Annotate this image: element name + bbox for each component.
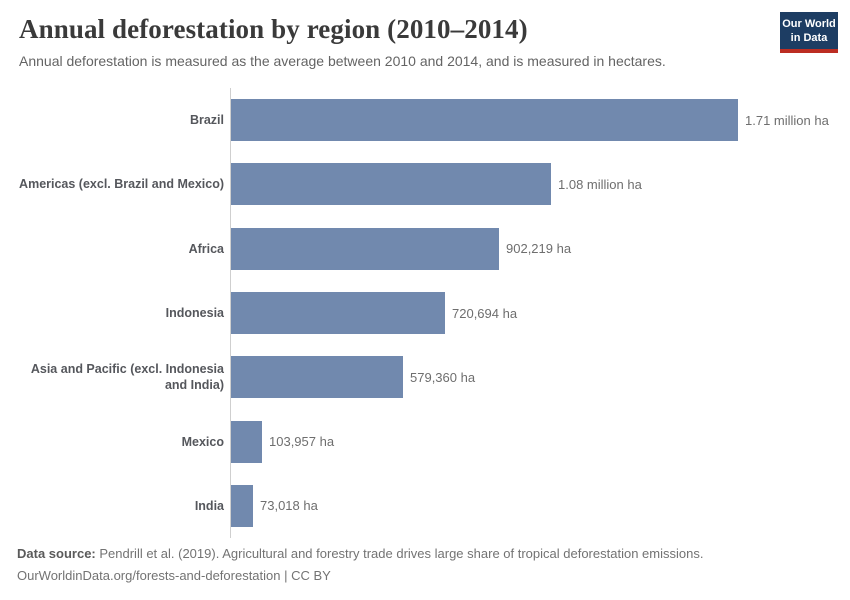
- bar[interactable]: [231, 356, 403, 399]
- category-label: Mexico: [181, 434, 224, 449]
- category-label: Indonesia: [165, 305, 224, 320]
- bar-cell: 1.08 million ha: [230, 163, 838, 206]
- license-line: OurWorldinData.org/forests-and-deforesta…: [17, 568, 331, 583]
- bar-row: India 73,018 ha: [12, 474, 838, 538]
- value-label: 902,219 ha: [506, 241, 572, 257]
- bar[interactable]: [231, 227, 499, 270]
- value-label: 579,360 ha: [410, 369, 476, 385]
- data-source-line: Data source: Pendrill et al. (2019). Agr…: [17, 543, 703, 565]
- bar-chart: Brazil 1.71 million ha Americas (excl. Bra…: [12, 88, 838, 538]
- value-label: 73,018 ha: [260, 498, 318, 514]
- bar[interactable]: [231, 292, 445, 335]
- category-label: India: [194, 498, 224, 513]
- bar-cell: 720,694 ha: [230, 292, 838, 335]
- bar-cell: 103,957 ha: [230, 420, 838, 463]
- value-label: 1.08 million ha: [558, 176, 642, 192]
- bar-row: Brazil 1.71 million ha: [12, 88, 838, 152]
- bar[interactable]: [231, 484, 253, 527]
- bar[interactable]: [231, 99, 738, 142]
- bar[interactable]: [231, 420, 262, 463]
- owid-logo: Our World in Data: [780, 12, 838, 53]
- bar-cell: 73,018 ha: [230, 484, 838, 527]
- bar-row: Asia and Pacific (excl. Indonesia and In…: [12, 345, 838, 409]
- data-source-label: Data source:: [17, 546, 96, 561]
- value-label: 103,957 ha: [269, 434, 335, 450]
- value-label: 720,694 ha: [452, 305, 518, 321]
- y-axis-line: [230, 88, 231, 538]
- data-source-text: Pendrill et al. (2019). Agricultural and…: [95, 546, 704, 561]
- chart-footer: Data source: Pendrill et al. (2019). Agr…: [17, 543, 703, 587]
- value-label: 1.71 million ha: [745, 112, 829, 128]
- chart-subtitle: Annual deforestation is measured as the …: [19, 53, 666, 69]
- category-label: Africa: [188, 241, 224, 256]
- bar-row: Indonesia 720,694 ha: [12, 281, 838, 345]
- owid-logo-line2: in Data: [790, 32, 828, 44]
- owid-logo-line1: Our World: [782, 18, 836, 30]
- chart-title: Annual deforestation by region (2010–201…: [19, 14, 528, 44]
- bar[interactable]: [231, 163, 551, 206]
- bar-cell: 902,219 ha: [230, 227, 838, 270]
- category-label: Americas (excl. Brazil and Mexico): [19, 177, 224, 192]
- bar-cell: 1.71 million ha: [230, 99, 838, 142]
- bar-row: Africa 902,219 ha: [12, 217, 838, 281]
- category-label: Brazil: [189, 113, 224, 128]
- bar-row: Mexico 103,957 ha: [12, 409, 838, 473]
- bar-row: Americas (excl. Brazil and Mexico) 1.08 m…: [12, 152, 838, 216]
- bar-rows: Brazil 1.71 million ha Americas (excl. Bra…: [12, 88, 838, 538]
- bar-cell: 579,360 ha: [230, 356, 838, 399]
- category-label: Asia and Pacific (excl. Indonesia and In…: [30, 362, 224, 393]
